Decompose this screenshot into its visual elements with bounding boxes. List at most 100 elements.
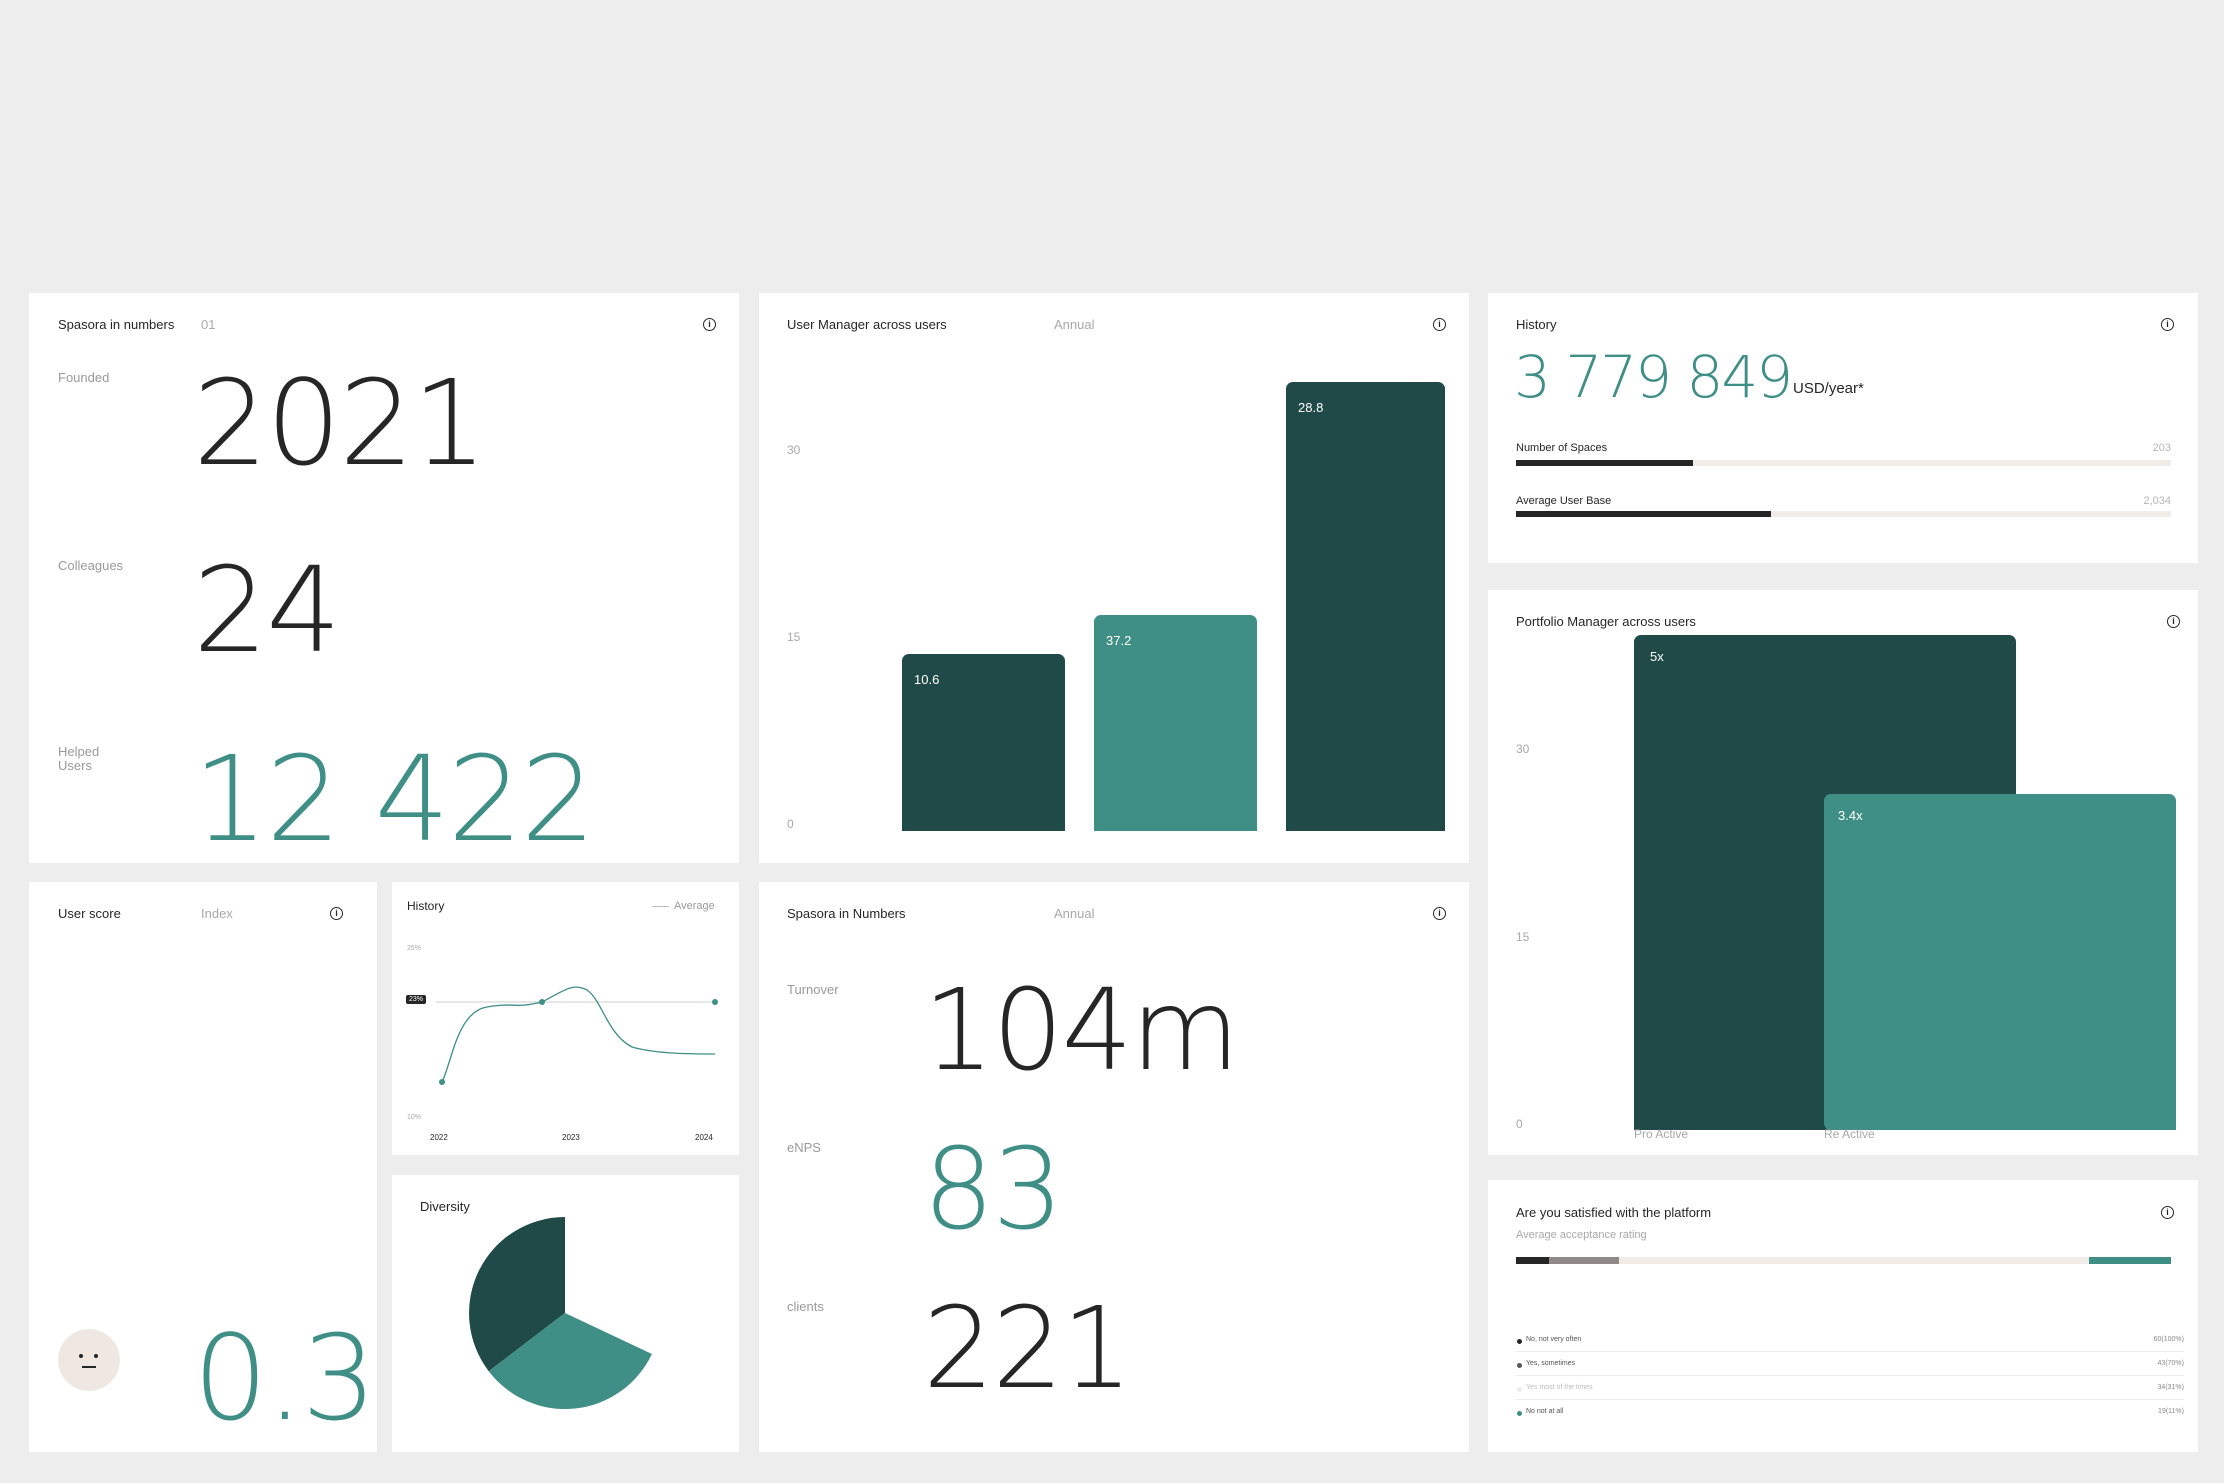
bar-2[interactable]	[1094, 615, 1257, 831]
turnover-value: 104m	[923, 966, 1240, 1096]
card-subtitle: Average acceptance rating	[1516, 1229, 1647, 1241]
legend-label: Yes, sometimes	[1526, 1360, 1576, 1367]
rating-seg-4	[2089, 1257, 2171, 1264]
legend-row: Yes, sometimes 43(70%)	[1517, 1359, 2184, 1376]
info-icon[interactable]: i	[330, 907, 343, 920]
history-line	[441, 986, 716, 1083]
numbers2-card: Spasora in Numbers Annual i Turnover 104…	[759, 882, 1469, 1452]
info-icon[interactable]: i	[703, 318, 716, 331]
info-icon[interactable]: i	[2167, 615, 2180, 628]
colleagues-label: Colleagues	[58, 558, 124, 573]
bar-area: 5x 3.4x	[1634, 630, 2182, 1130]
pie-slice-teal	[488, 1313, 652, 1410]
progress-fill	[1516, 460, 1693, 466]
rating-seg-1	[1516, 1257, 1549, 1264]
numbers-card: Spasora in numbers 01 i Founded 2021 Col…	[29, 293, 739, 863]
progress-value: 203	[2152, 442, 2171, 454]
legend-value: 60(100%)	[2153, 1336, 2184, 1343]
legend-dot	[1517, 1387, 1522, 1392]
card-sub: Index	[201, 906, 233, 921]
bar-2-label: 37.2	[1106, 633, 1132, 649]
legend-row: No not at all 19(11%)	[1517, 1407, 2184, 1423]
founded-label: Founded	[58, 370, 110, 385]
card-title: User score	[58, 906, 121, 921]
bar-area: 10.6 37.2 28.8	[899, 373, 1449, 831]
x-tick: 2023	[562, 1133, 580, 1142]
founded-value: 2021	[193, 354, 487, 492]
point-2022	[439, 1079, 445, 1085]
info-icon[interactable]: i	[1433, 318, 1446, 331]
y-tick: 15	[1516, 930, 1530, 944]
progress-track	[1516, 460, 2171, 466]
enps-label: eNPS	[787, 1140, 821, 1155]
bar-re-active[interactable]	[1824, 793, 2176, 1130]
y-tick: 10%	[407, 1114, 422, 1121]
card-title: Portfolio Manager across users	[1516, 614, 1696, 629]
clients-label: clients	[787, 1299, 824, 1314]
card-title: Spasora in numbers	[58, 317, 175, 332]
bar-1[interactable]	[902, 654, 1065, 831]
point-2024	[712, 999, 718, 1005]
average-marker: 23%	[406, 995, 427, 1004]
progress-fill	[1516, 511, 1772, 517]
user-score-card: User score Index i 0.3	[29, 882, 377, 1452]
bar-3-label: 28.8	[1298, 400, 1324, 416]
y-tick: 15	[787, 630, 801, 644]
legend-label: Average	[674, 900, 715, 912]
card-title: History	[1516, 317, 1557, 332]
portfolio-card: Portfolio Manager across users i 30 15 0…	[1488, 590, 2198, 1155]
x-tick: Re Active	[1824, 1127, 1875, 1141]
y-tick: 0	[1516, 1117, 1523, 1131]
diversity-card: Diversity	[392, 1175, 739, 1452]
pie-chart	[469, 1217, 652, 1410]
turnover-label: Turnover	[787, 982, 839, 997]
card-title: User Manager across users	[787, 317, 947, 332]
x-tick: Pro Active	[1634, 1127, 1689, 1141]
legend-value: 43(70%)	[2157, 1360, 2184, 1367]
colleagues-value: 24	[193, 541, 341, 679]
legend-value: 34(31%)	[2157, 1384, 2184, 1391]
history-amount: 3 779 849	[1514, 343, 1793, 411]
card-period: Annual	[1054, 906, 1095, 921]
history-card: History i 3 779 849 USD/year* Number of …	[1488, 293, 2198, 563]
legend-value: 19(11%)	[2158, 1408, 2184, 1415]
user-manager-card: User Manager across users Annual i 30 15…	[759, 293, 1469, 863]
info-icon[interactable]: i	[2161, 318, 2174, 331]
legend-label: No not at all	[1526, 1408, 1564, 1415]
info-icon[interactable]: i	[2161, 1206, 2174, 1219]
rating-seg-2	[1549, 1257, 1619, 1264]
y-tick: 30	[1516, 742, 1530, 756]
card-tag: 01	[201, 317, 216, 332]
history-line-card: History Average 25% 10% 23% 2022 2023 20…	[392, 882, 739, 1155]
legend-dot	[1517, 1411, 1522, 1416]
card-period: Annual	[1054, 317, 1095, 332]
card-title: Spasora in Numbers	[787, 906, 906, 921]
legend-label: No, not very often	[1526, 1336, 1582, 1343]
y-tick: 0	[787, 817, 794, 831]
legend-line	[652, 906, 669, 907]
card-title: Diversity	[420, 1199, 470, 1214]
info-icon[interactable]: i	[1433, 907, 1446, 920]
progress-value: 2,034	[2143, 495, 2171, 507]
bar-3[interactable]	[1286, 382, 1445, 831]
card-title: History	[407, 899, 445, 913]
legend-row: Yes most of the times 34(31%)	[1517, 1383, 2184, 1400]
user-score-value: 0.3	[193, 1309, 377, 1447]
progress-label: Average User Base	[1516, 495, 1612, 507]
bar-pro-active-label: 5x	[1650, 649, 1664, 665]
helped-value: 12 422	[193, 730, 596, 868]
helped-label-2: Users	[58, 758, 92, 773]
legend-label: Yes most of the times	[1526, 1384, 1593, 1391]
line-chart	[436, 986, 718, 1085]
clients-value: 221	[923, 1284, 1133, 1414]
card-title: Are you satisfied with the platform	[1516, 1205, 1712, 1220]
satisfaction-card: Are you satisfied with the platform i Av…	[1488, 1180, 2198, 1452]
bar-1-label: 10.6	[914, 672, 940, 688]
bar-re-active-label: 3.4x	[1838, 807, 1863, 823]
enps-value: 83	[923, 1125, 1064, 1255]
progress-label: Number of Spaces	[1516, 442, 1608, 454]
legend-row: No, not very often 60(100%)	[1517, 1335, 2184, 1352]
point-2023	[539, 999, 545, 1005]
y-tick: 25%	[407, 945, 422, 952]
x-tick: 2024	[695, 1133, 713, 1142]
